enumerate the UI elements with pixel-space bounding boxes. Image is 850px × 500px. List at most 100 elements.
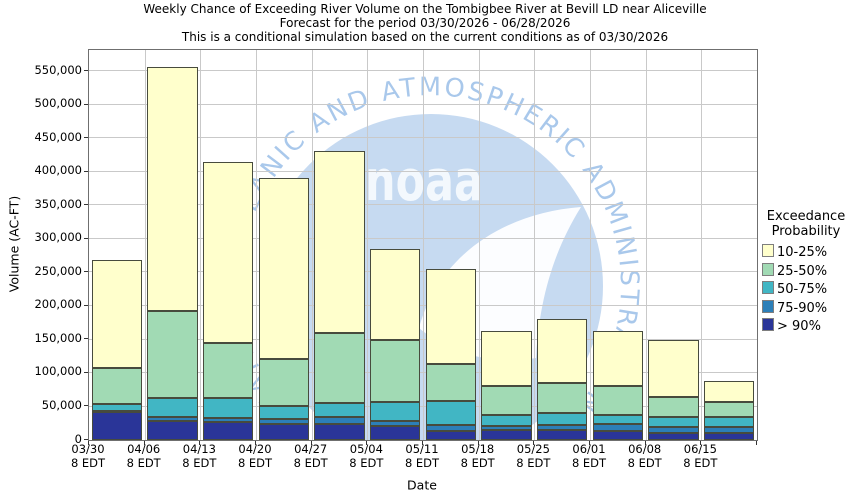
legend-label: > 90% (777, 319, 821, 335)
x-tick-time: 8 EDT (182, 455, 217, 470)
bar-06/15-segment-75-90% (703, 427, 755, 433)
y-tick-150000 (84, 338, 88, 340)
x-tick-time: 8 EDT (404, 455, 440, 470)
x-tick-label-04/27: 04/27 8 EDT (281, 442, 341, 470)
bar-06/01-segment-50-75% (592, 415, 644, 424)
legend-label: 50-75% (777, 282, 828, 298)
v-gridline-11 (701, 50, 703, 440)
legend-label: 75-90% (777, 300, 828, 316)
chart-subtitle: Forecast for the period 03/30/2026 - 06/… (279, 16, 571, 30)
x-tick-8 (533, 441, 535, 445)
bar-05/04-segment-10-25% (369, 249, 421, 340)
y-tick-label-550000: 550,000 (34, 62, 82, 77)
bar-06/01-segment-25-50% (592, 386, 644, 415)
bar-06/15-segment-10-25% (703, 381, 755, 402)
bar-05/18-segment-25-50% (481, 386, 532, 415)
v-gridline-9 (590, 50, 591, 440)
y-tick-label-200000: 200,000 (34, 297, 82, 312)
bar-03/30-segment-> 90% (91, 412, 143, 440)
y-tick-label-350000: 350,000 (34, 196, 82, 211)
x-tick-time: 8 EDT (70, 455, 106, 470)
x-tick-date: 03/30 (71, 442, 105, 456)
x-tick-label-05/25: 05/25 8 EDT (503, 442, 563, 470)
legend-label: 10-25% (777, 245, 828, 260)
x-tick-label-03/30: 03/30 8 EDT (58, 442, 118, 470)
bar-04/06-segment-25-50% (147, 311, 198, 398)
bar-04/13-segment-> 90% (202, 422, 254, 440)
bar-06/01-segment-10-25% (592, 331, 644, 386)
bar-04/06-segment-10-25% (147, 67, 198, 311)
bar-03/30-segment-50-75% (91, 404, 143, 411)
x-tick-3 (255, 441, 256, 445)
bar-05/11-segment-10-25% (425, 269, 477, 364)
v-gridline-10 (645, 50, 647, 440)
x-tick-date: 06/15 (683, 442, 717, 456)
v-gridline-7 (478, 50, 480, 440)
bar-04/20-segment-25-50% (258, 359, 310, 406)
bar-05/18-segment-75-90% (481, 426, 532, 430)
x-axis-label: Date (407, 477, 437, 493)
bar-05/11-segment-> 90% (425, 431, 477, 440)
x-tick-time: 8 EDT (516, 455, 551, 470)
y-tick-200000 (84, 304, 88, 306)
chart-note: This is a conditional simulation based o… (181, 30, 669, 44)
y-tick-350000 (84, 204, 88, 206)
y-tick-label-100000: 100,000 (34, 364, 82, 379)
y-tick-0 (84, 439, 88, 440)
bar-05/25-segment-25-50% (536, 383, 588, 413)
bar-06/01-segment-75-90% (592, 424, 644, 431)
legend-item-50-75%: 50-75% (762, 281, 850, 300)
bar-03/30-segment-10-25% (91, 260, 143, 368)
x-tick-label-06/01: 06/01 8 EDT (559, 442, 619, 470)
bar-06/08-segment-75-90% (648, 427, 699, 433)
x-tick-label-04/20: 04/20 8 EDT (225, 442, 285, 470)
x-tick-0 (88, 441, 89, 445)
y-tick-300000 (84, 237, 88, 239)
x-tick-4 (310, 441, 312, 445)
v-gridline-2 (200, 50, 202, 440)
y-tick-label-150000: 150,000 (34, 330, 82, 345)
bar-04/06-segment-50-75% (147, 398, 198, 417)
y-tick-50000 (84, 405, 88, 407)
legend-title-line2: Probability (771, 224, 841, 239)
x-tick-time: 8 EDT (571, 455, 607, 470)
x-tick-date: 05/18 (461, 442, 495, 456)
x-tick-9 (589, 441, 590, 445)
bar-04/27-segment-50-75% (314, 403, 365, 417)
legend-swatch-> 90% (762, 318, 774, 332)
legend-title-line1: Exceedance (766, 209, 846, 224)
bar-04/06-segment-> 90% (147, 421, 198, 440)
legend-swatch-25-50% (762, 262, 774, 276)
x-tick-label-04/13: 04/13 8 EDT (169, 442, 229, 470)
bar-04/20-segment-50-75% (258, 406, 310, 419)
y-tick-label-300000: 300,000 (34, 230, 82, 245)
x-tick-10 (644, 441, 646, 445)
x-tick-date: 04/27 (294, 442, 328, 456)
legend-swatch-10-25% (762, 244, 774, 257)
y-tick-label-400000: 400,000 (34, 163, 82, 178)
bar-05/25-segment-10-25% (536, 319, 588, 383)
bar-05/04-segment-50-75% (369, 402, 421, 421)
bar-05/11-segment-25-50% (425, 364, 477, 401)
x-tick-12 (756, 441, 757, 445)
x-tick-date: 06/01 (572, 442, 606, 456)
legend-items: 10-25% 25-50% 50-75% 75-90% > 90% (762, 244, 850, 337)
bar-04/20-segment-> 90% (258, 424, 310, 440)
y-tick-label-250000: 250,000 (34, 263, 82, 278)
x-tick-6 (422, 441, 423, 445)
x-tick-11 (700, 441, 702, 445)
x-tick-time: 8 EDT (237, 455, 273, 470)
bar-06/15-segment-25-50% (703, 402, 755, 417)
bar-06/01-segment-> 90% (592, 431, 644, 440)
bar-05/04-segment-75-90% (369, 421, 421, 426)
bar-05/18-segment-> 90% (481, 430, 532, 440)
legend-swatch-75-90% (762, 299, 774, 313)
bar-05/11-segment-50-75% (425, 401, 477, 425)
bar-06/15-segment-> 90% (703, 433, 755, 440)
bar-06/08-segment-50-75% (648, 417, 699, 427)
bar-04/13-segment-50-75% (202, 398, 254, 418)
bar-05/11-segment-75-90% (425, 425, 477, 431)
x-tick-date: 04/20 (238, 442, 272, 456)
legend-item-> 90%: > 90% (762, 318, 850, 337)
